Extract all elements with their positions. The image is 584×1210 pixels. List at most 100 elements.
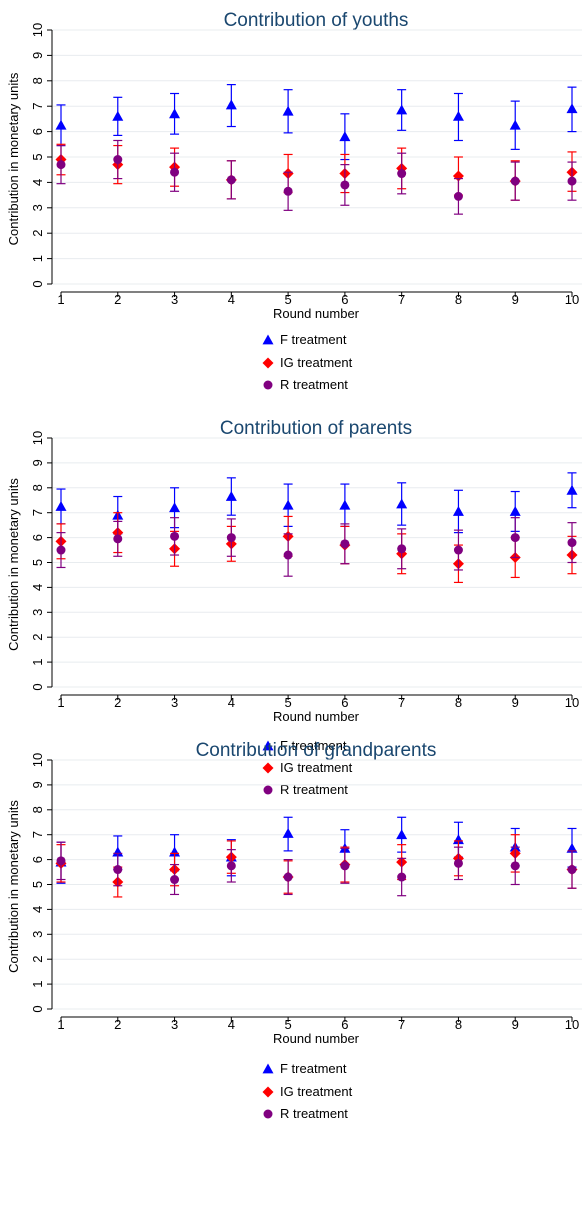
x-tick-label: 8 [455, 1017, 462, 1032]
data-point [169, 846, 181, 857]
data-point [339, 131, 351, 142]
chart-panel-1: Contribution of youths 0 1 2 3 4 5 6 7 8 9 10 1 2 3 4 5 6… [6, 10, 582, 392]
y-tick-label: 7 [30, 831, 45, 838]
data-point [567, 176, 577, 186]
y-tick-label: 10 [30, 23, 45, 37]
data-point [169, 108, 181, 119]
data-point [340, 180, 350, 190]
y-tick-label: 1 [30, 658, 45, 665]
data-point [283, 872, 293, 882]
y-tick-label: 6 [30, 534, 45, 541]
y-tick-label: 4 [30, 179, 45, 186]
x-tick-label: 9 [512, 695, 519, 710]
y-tick-label: 8 [30, 806, 45, 813]
x-tick-label: 2 [114, 292, 121, 307]
series-f-treatment [55, 472, 578, 535]
x-axis-label: Round number [273, 306, 360, 321]
series-r-treatment [56, 517, 577, 577]
data-point [283, 186, 293, 196]
y-tick-label: 3 [30, 609, 45, 616]
y-tick-label: 7 [30, 103, 45, 110]
x-tick-label: 10 [565, 1017, 579, 1032]
x-tick-label: 9 [512, 1017, 519, 1032]
y-tick-label: 7 [30, 509, 45, 516]
x-tick-label: 8 [455, 292, 462, 307]
data-point [397, 169, 407, 179]
data-point [566, 103, 578, 114]
legend-marker [262, 740, 274, 751]
x-tick-label: 8 [455, 695, 462, 710]
data-point [567, 538, 577, 548]
x-axis-label: Round number [273, 1031, 360, 1046]
data-point [397, 872, 407, 882]
x-tick-label: 6 [341, 1017, 348, 1032]
y-tick-label: 2 [30, 634, 45, 641]
legend-marker [263, 380, 273, 390]
y-tick-label: 5 [30, 559, 45, 566]
x-tick-label: 1 [57, 1017, 64, 1032]
y-tick-label: 6 [30, 856, 45, 863]
legend-marker [262, 762, 274, 774]
data-point [509, 505, 521, 516]
y-tick-label: 10 [30, 753, 45, 767]
legend-label: F treatment [280, 1061, 347, 1076]
chart-title: Contribution of youths [224, 10, 409, 31]
data-point [170, 531, 180, 541]
data-point [340, 539, 350, 549]
data-point [113, 865, 123, 875]
x-tick-label: 5 [284, 292, 291, 307]
legend-marker [262, 334, 274, 345]
y-tick-label: 10 [30, 431, 45, 445]
data-point [453, 191, 463, 201]
chart-panel-3: Contribution of grandparents 0 1 2 3 4 5 6 7 8 9 10… [6, 740, 582, 1121]
series-r-treatment [56, 139, 577, 215]
data-point [170, 167, 180, 177]
data-point [225, 491, 237, 501]
x-tick-label: 9 [512, 292, 519, 307]
y-axis-label: Contribution in monetary units [6, 800, 21, 973]
legend-marker [263, 1109, 273, 1119]
data-point [226, 533, 236, 543]
y-tick-label: 2 [30, 956, 45, 963]
chart-title: Contribution of parents [220, 418, 412, 439]
legend-marker [262, 1063, 274, 1074]
legend-marker [262, 357, 274, 369]
data-point [282, 499, 294, 510]
data-point [225, 99, 237, 110]
series-ig-treatment [55, 143, 578, 201]
data-point [510, 533, 520, 543]
data-point [396, 104, 408, 115]
legend: F treatment IG treatment R treatment [262, 738, 353, 797]
data-point [226, 861, 236, 871]
x-tick-label: 4 [228, 1017, 235, 1032]
data-point [453, 858, 463, 868]
data-point [56, 160, 66, 170]
y-tick-label: 9 [30, 459, 45, 466]
x-axis-label: Round number [273, 709, 360, 724]
legend-label: R treatment [280, 377, 348, 392]
series-ig-treatment [55, 512, 578, 584]
data-point [112, 110, 124, 121]
x-tick-label: 3 [171, 292, 178, 307]
x-tick-label: 6 [341, 695, 348, 710]
data-point [55, 119, 67, 130]
data-point [169, 502, 181, 513]
y-tick-label: 0 [30, 280, 45, 287]
data-point [282, 105, 294, 116]
x-tick-label: 10 [565, 695, 579, 710]
y-tick-label: 8 [30, 77, 45, 84]
x-tick-label: 7 [398, 695, 405, 710]
y-tick-label: 2 [30, 230, 45, 237]
y-tick-label: 6 [30, 128, 45, 135]
x-tick-label: 7 [398, 292, 405, 307]
legend-label: F treatment [280, 738, 347, 753]
x-tick-label: 1 [57, 292, 64, 307]
legend-label: F treatment [280, 332, 347, 347]
legend: F treatment IG treatment R treatment [262, 332, 353, 392]
y-tick-label: 3 [30, 931, 45, 938]
x-tick-label: 4 [228, 292, 235, 307]
data-point [170, 875, 180, 885]
chart-panel-2: Contribution of parents 0 1 2 3 4 5 6 7 8 9 10 1 2 3 4 5… [6, 418, 582, 797]
x-tick-label: 1 [57, 695, 64, 710]
